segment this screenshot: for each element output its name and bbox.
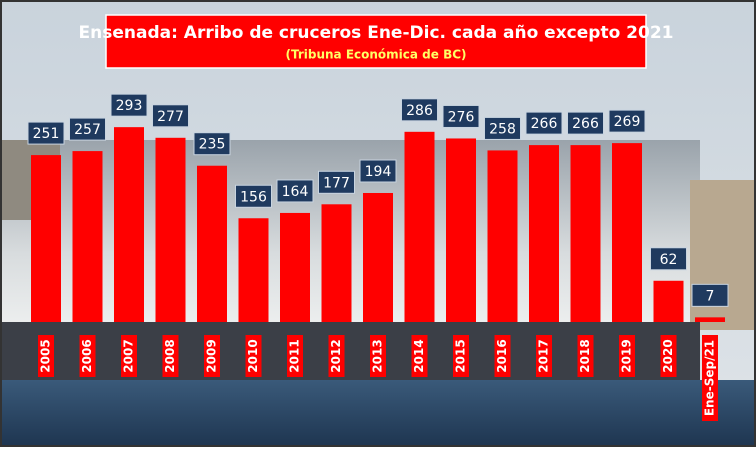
value-label: 257 bbox=[74, 122, 101, 138]
value-label: 156 bbox=[240, 189, 267, 205]
x-tick-label-box bbox=[287, 335, 303, 377]
x-tick-label-box bbox=[370, 335, 386, 377]
x-tick-label: 2007 bbox=[122, 339, 136, 372]
value-label: 269 bbox=[614, 114, 641, 130]
background-hull bbox=[0, 322, 700, 380]
x-tick-label: 2011 bbox=[288, 339, 302, 372]
title-box bbox=[105, 14, 647, 69]
value-label: 62 bbox=[660, 252, 678, 268]
chart-title: Ensenada: Arribo de cruceros Ene-Dic. ca… bbox=[79, 23, 674, 43]
bar bbox=[197, 165, 227, 322]
value-label-box bbox=[608, 109, 646, 133]
bar bbox=[31, 155, 61, 322]
x-tick-label: 2014 bbox=[412, 339, 426, 372]
x-tick-label-box bbox=[453, 335, 469, 377]
x-tick-label: 2018 bbox=[578, 339, 592, 372]
x-tick-label-box bbox=[38, 335, 54, 377]
value-label-box bbox=[152, 104, 189, 128]
x-tick-label-box bbox=[411, 335, 428, 377]
x-tick-label: 2012 bbox=[329, 339, 343, 372]
x-tick-label: Ene-Sep/21 bbox=[703, 340, 717, 416]
x-tick-label-box bbox=[162, 335, 179, 377]
bar bbox=[487, 150, 518, 322]
x-tick-label-box bbox=[577, 335, 594, 377]
value-label-box bbox=[525, 111, 563, 135]
value-label-box bbox=[359, 159, 397, 183]
bar bbox=[280, 212, 310, 322]
background-town bbox=[690, 180, 756, 330]
x-tick-label: 2010 bbox=[246, 339, 260, 372]
x-tick-label-box bbox=[204, 335, 220, 377]
x-tick-label: 2013 bbox=[371, 339, 385, 372]
bar bbox=[446, 138, 476, 322]
x-tick-label: 2008 bbox=[163, 339, 177, 372]
value-label-box bbox=[442, 104, 480, 128]
bar bbox=[612, 143, 642, 322]
value-label-box bbox=[484, 116, 521, 140]
value-label: 177 bbox=[323, 175, 350, 191]
value-label-box bbox=[193, 132, 231, 156]
x-tick-label-box bbox=[121, 335, 137, 377]
bar bbox=[321, 204, 352, 322]
bar bbox=[114, 127, 144, 322]
x-tick-label: 2009 bbox=[205, 339, 219, 372]
x-tick-label: 2019 bbox=[620, 339, 634, 372]
value-label: 266 bbox=[572, 116, 599, 132]
value-label: 276 bbox=[448, 109, 475, 125]
x-tick-label-box bbox=[328, 335, 345, 377]
x-tick-label: 2020 bbox=[661, 339, 675, 372]
value-label-box bbox=[401, 98, 438, 122]
x-tick-label-box bbox=[660, 335, 677, 377]
value-label: 164 bbox=[282, 184, 309, 200]
value-label-box bbox=[650, 247, 687, 271]
x-tick-label: 2006 bbox=[80, 339, 94, 372]
x-tick-label: 2016 bbox=[495, 339, 509, 372]
value-label-box bbox=[235, 184, 272, 208]
bar bbox=[529, 145, 559, 322]
bar bbox=[404, 131, 435, 322]
value-label-box bbox=[110, 93, 148, 117]
x-tick-label-box bbox=[536, 335, 552, 377]
bar bbox=[238, 218, 269, 322]
x-tick-label-box bbox=[245, 335, 262, 377]
bar bbox=[155, 137, 186, 322]
x-tick-label: 2005 bbox=[39, 339, 53, 372]
bar bbox=[363, 192, 393, 322]
bar bbox=[570, 145, 601, 322]
value-label-box bbox=[567, 111, 604, 135]
value-label: 235 bbox=[199, 137, 226, 153]
value-label-box bbox=[276, 179, 314, 203]
x-tick-label-box bbox=[702, 335, 718, 421]
bar bbox=[72, 151, 103, 322]
background-sea bbox=[0, 380, 756, 447]
value-label: 277 bbox=[157, 109, 184, 125]
value-label-box bbox=[691, 283, 729, 307]
value-label: 194 bbox=[365, 164, 392, 180]
value-label: 286 bbox=[406, 103, 433, 119]
chart-subtitle: (Tribuna Económica de BC) bbox=[285, 48, 466, 62]
x-tick-label: 2017 bbox=[537, 339, 551, 372]
bar bbox=[695, 317, 725, 322]
value-label: 7 bbox=[706, 288, 715, 304]
value-label-box bbox=[69, 117, 106, 141]
value-label: 293 bbox=[116, 98, 143, 114]
x-tick-label: 2015 bbox=[454, 339, 468, 372]
x-tick-label-box bbox=[494, 335, 511, 377]
value-label-box bbox=[318, 170, 355, 194]
bar bbox=[653, 280, 684, 322]
value-label: 251 bbox=[33, 126, 60, 142]
x-tick-label-box bbox=[619, 335, 635, 377]
x-tick-label-box bbox=[79, 335, 96, 377]
value-label-box bbox=[27, 121, 65, 145]
value-label: 266 bbox=[531, 116, 558, 132]
value-label: 258 bbox=[489, 121, 516, 137]
